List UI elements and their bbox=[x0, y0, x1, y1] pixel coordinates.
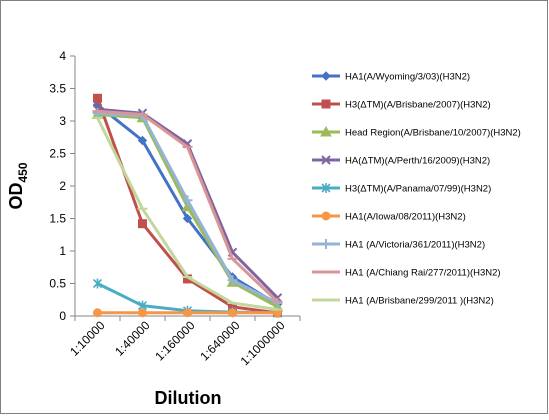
legend-marker bbox=[321, 71, 331, 81]
legend-marker bbox=[320, 125, 332, 137]
legend-item: HA1 (A/Brisbane/299/2011 )(H3N2) bbox=[312, 296, 494, 307]
legend-marker bbox=[321, 211, 331, 221]
legend-label: H3(ΔTM)(A/Brisbane/2007)(H3N2) bbox=[345, 100, 491, 111]
legend-item: HA1(A/Wyoming/3/03)(H3N2) bbox=[312, 71, 470, 83]
data-point bbox=[182, 213, 193, 224]
data-point bbox=[137, 135, 148, 146]
legend-item: Head Region(A/Brisbane/10/2007)(H3N2) bbox=[312, 125, 521, 139]
y-tick-label: 2.5 bbox=[49, 147, 66, 161]
data-point bbox=[138, 219, 147, 229]
legend-label: HA1(A/Wyoming/3/03)(H3N2) bbox=[345, 72, 470, 83]
legend-item: HA(ΔTM)(A/Perth/16/2009)(H3N2) bbox=[312, 155, 490, 167]
y-tick-label: 0.5 bbox=[49, 277, 66, 291]
legend-label: HA1(A/Iowa/08/2011)(H3N2) bbox=[345, 212, 466, 223]
data-point bbox=[93, 308, 102, 318]
x-axis-title: Dilution bbox=[155, 388, 222, 408]
data-point bbox=[183, 308, 192, 318]
legend-label: HA1 (A/Chiang Rai/277/2011)(H3N2) bbox=[345, 268, 501, 279]
legend-item: HA1(A/Iowa/08/2011)(H3N2) bbox=[312, 211, 466, 223]
y-tick-label: 3.5 bbox=[49, 82, 66, 96]
data-point bbox=[93, 93, 102, 103]
legend-marker bbox=[321, 183, 331, 193]
y-tick-label: 4 bbox=[59, 49, 66, 63]
series-8 bbox=[92, 109, 283, 303]
legend-label: HA(ΔTM)(A/Perth/16/2009)(H3N2) bbox=[345, 156, 490, 167]
y-tick-label: 2 bbox=[59, 179, 66, 193]
data-point bbox=[228, 308, 237, 318]
legend-item: H3(ΔTM)(A/Brisbane/2007)(H3N2) bbox=[312, 99, 491, 111]
series-9 bbox=[92, 116, 283, 311]
data-point bbox=[138, 308, 147, 318]
legend-marker bbox=[321, 99, 331, 109]
legend-box bbox=[305, 52, 541, 326]
y-axis-title-main: OD bbox=[6, 183, 26, 210]
data-point bbox=[182, 195, 193, 206]
y-tick-label: 3 bbox=[59, 114, 66, 128]
y-axis-title: OD450 bbox=[6, 162, 30, 209]
y-tick-label: 0 bbox=[59, 309, 66, 323]
legend-label: Head Region(A/Brisbane/10/2007)(H3N2) bbox=[345, 128, 521, 139]
legend-item: HA1 (A/Chiang Rai/277/2011)(H3N2) bbox=[312, 268, 501, 279]
legend: HA1(A/Wyoming/3/03)(H3N2) H3(ΔTM)(A/Brisb… bbox=[305, 52, 541, 326]
y-axis-title-subscript: 450 bbox=[16, 162, 30, 182]
legend-marker bbox=[321, 155, 331, 165]
y-tick-label: 1.5 bbox=[49, 212, 66, 226]
y-tick-label: 1 bbox=[59, 244, 66, 258]
data-point bbox=[227, 275, 238, 286]
data-point bbox=[92, 278, 103, 289]
data-point bbox=[92, 108, 103, 119]
legend-item: H3(ΔTM)(A/Panama/07/99)(H3N2) bbox=[312, 183, 491, 195]
legend-label: HA1 (A/Victoria/361/2011)(H3N2) bbox=[345, 240, 485, 251]
legend-item: HA1 (A/Victoria/361/2011)(H3N2) bbox=[312, 239, 485, 251]
legend-label: H3(ΔTM)(A/Panama/07/99)(H3N2) bbox=[345, 184, 491, 195]
series-6 bbox=[93, 308, 282, 318]
legend-marker bbox=[321, 239, 331, 249]
series-lines bbox=[91, 93, 284, 318]
legend-label: HA1 (A/Brisbane/299/2011 )(H3N2) bbox=[345, 296, 494, 307]
